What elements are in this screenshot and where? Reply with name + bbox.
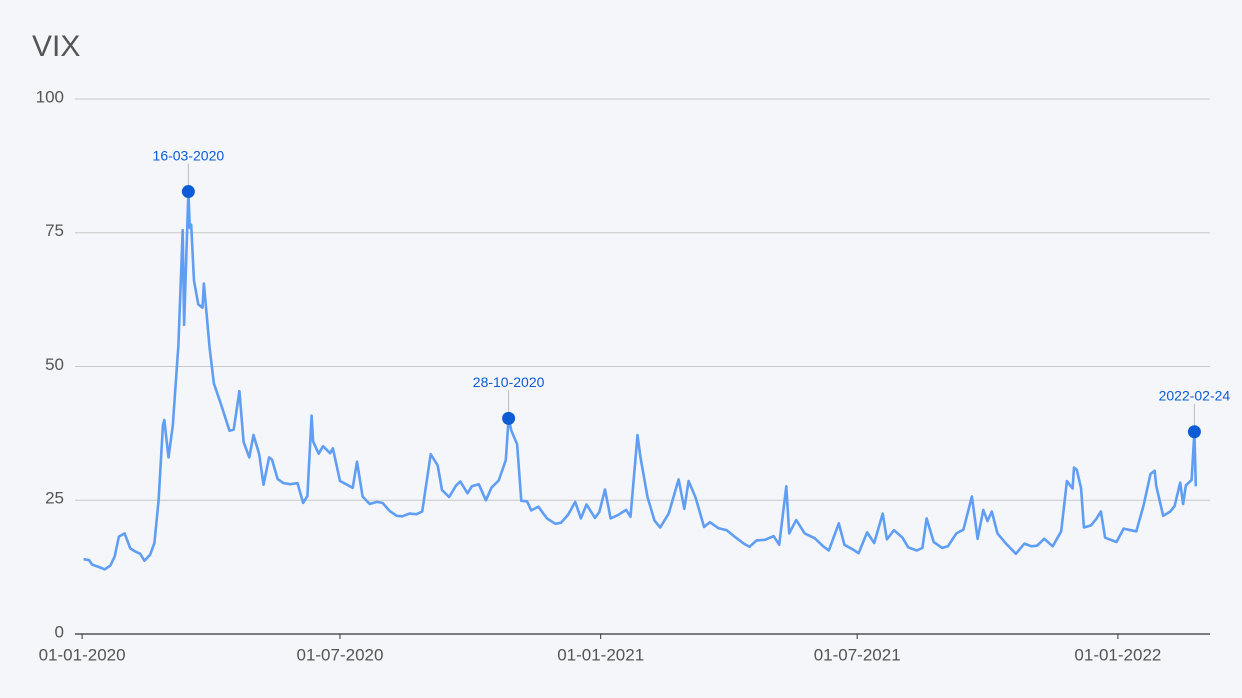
highlight-label: 16-03-2020 [153,147,225,163]
x-tick-label: 01-01-2022 [1074,645,1161,664]
y-tick-label: 50 [45,355,64,374]
highlight-point [181,185,195,199]
y-tick-label: 75 [45,221,64,240]
y-tick-label: 25 [45,489,64,508]
x-tick-label: 01-01-2021 [557,645,644,664]
highlight-point [502,411,516,425]
x-tick-label: 01-01-2020 [39,645,126,664]
vix-line [83,190,1198,571]
x-tick-label: 01-07-2021 [814,645,901,664]
highlight-label: 28-10-2020 [473,374,545,390]
y-tick-label: 100 [36,87,64,106]
highlight-point [1187,425,1201,439]
y-tick-label: 0 [55,622,64,641]
x-tick-label: 01-07-2020 [296,645,383,664]
chart-title: VIX [32,30,80,63]
highlight-label: 2022-02-24 [1159,387,1231,403]
